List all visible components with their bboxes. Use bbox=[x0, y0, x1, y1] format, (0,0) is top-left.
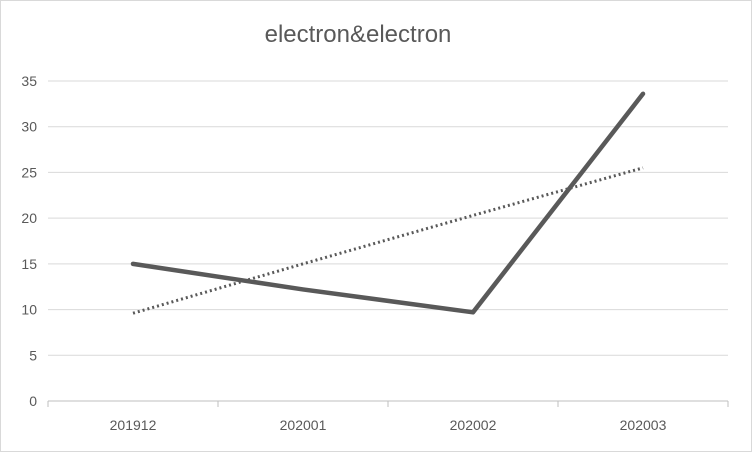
y-tick-label: 5 bbox=[29, 347, 37, 363]
x-tick-label: 202003 bbox=[620, 417, 667, 433]
y-tick-label: 0 bbox=[29, 393, 37, 409]
y-tick-label: 35 bbox=[21, 73, 37, 89]
y-tick-label: 10 bbox=[21, 302, 37, 318]
y-tick-label: 25 bbox=[21, 164, 37, 180]
trendline bbox=[132, 166, 644, 315]
y-tick-label: 20 bbox=[21, 210, 37, 226]
series-line bbox=[130, 91, 646, 315]
y-tick-label: 15 bbox=[21, 256, 37, 272]
x-tick-label: 202002 bbox=[450, 417, 497, 433]
x-tick-label: 201912 bbox=[110, 417, 157, 433]
y-tick-label: 30 bbox=[21, 119, 37, 135]
chart-title: electron&electron bbox=[264, 21, 452, 48]
x-tick-label: 202001 bbox=[280, 417, 327, 433]
